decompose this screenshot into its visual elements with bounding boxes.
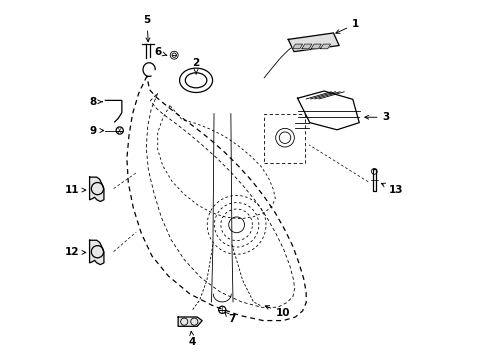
Text: 3: 3 xyxy=(364,112,389,122)
Text: 9: 9 xyxy=(89,126,103,135)
Polygon shape xyxy=(178,317,202,326)
Polygon shape xyxy=(292,44,302,49)
Text: 2: 2 xyxy=(192,58,199,74)
Polygon shape xyxy=(301,44,311,49)
Text: 11: 11 xyxy=(64,185,85,195)
Text: 13: 13 xyxy=(381,183,402,195)
Text: 7: 7 xyxy=(224,312,235,324)
Text: 8: 8 xyxy=(89,97,102,107)
Polygon shape xyxy=(310,44,321,49)
Text: 4: 4 xyxy=(188,331,196,347)
Text: 10: 10 xyxy=(264,306,290,318)
Polygon shape xyxy=(89,177,104,202)
Text: 12: 12 xyxy=(64,247,85,257)
Polygon shape xyxy=(320,44,330,49)
Polygon shape xyxy=(287,33,339,51)
Text: 1: 1 xyxy=(335,19,359,33)
Text: 6: 6 xyxy=(154,47,166,57)
Text: 5: 5 xyxy=(143,15,150,42)
Polygon shape xyxy=(89,240,104,265)
